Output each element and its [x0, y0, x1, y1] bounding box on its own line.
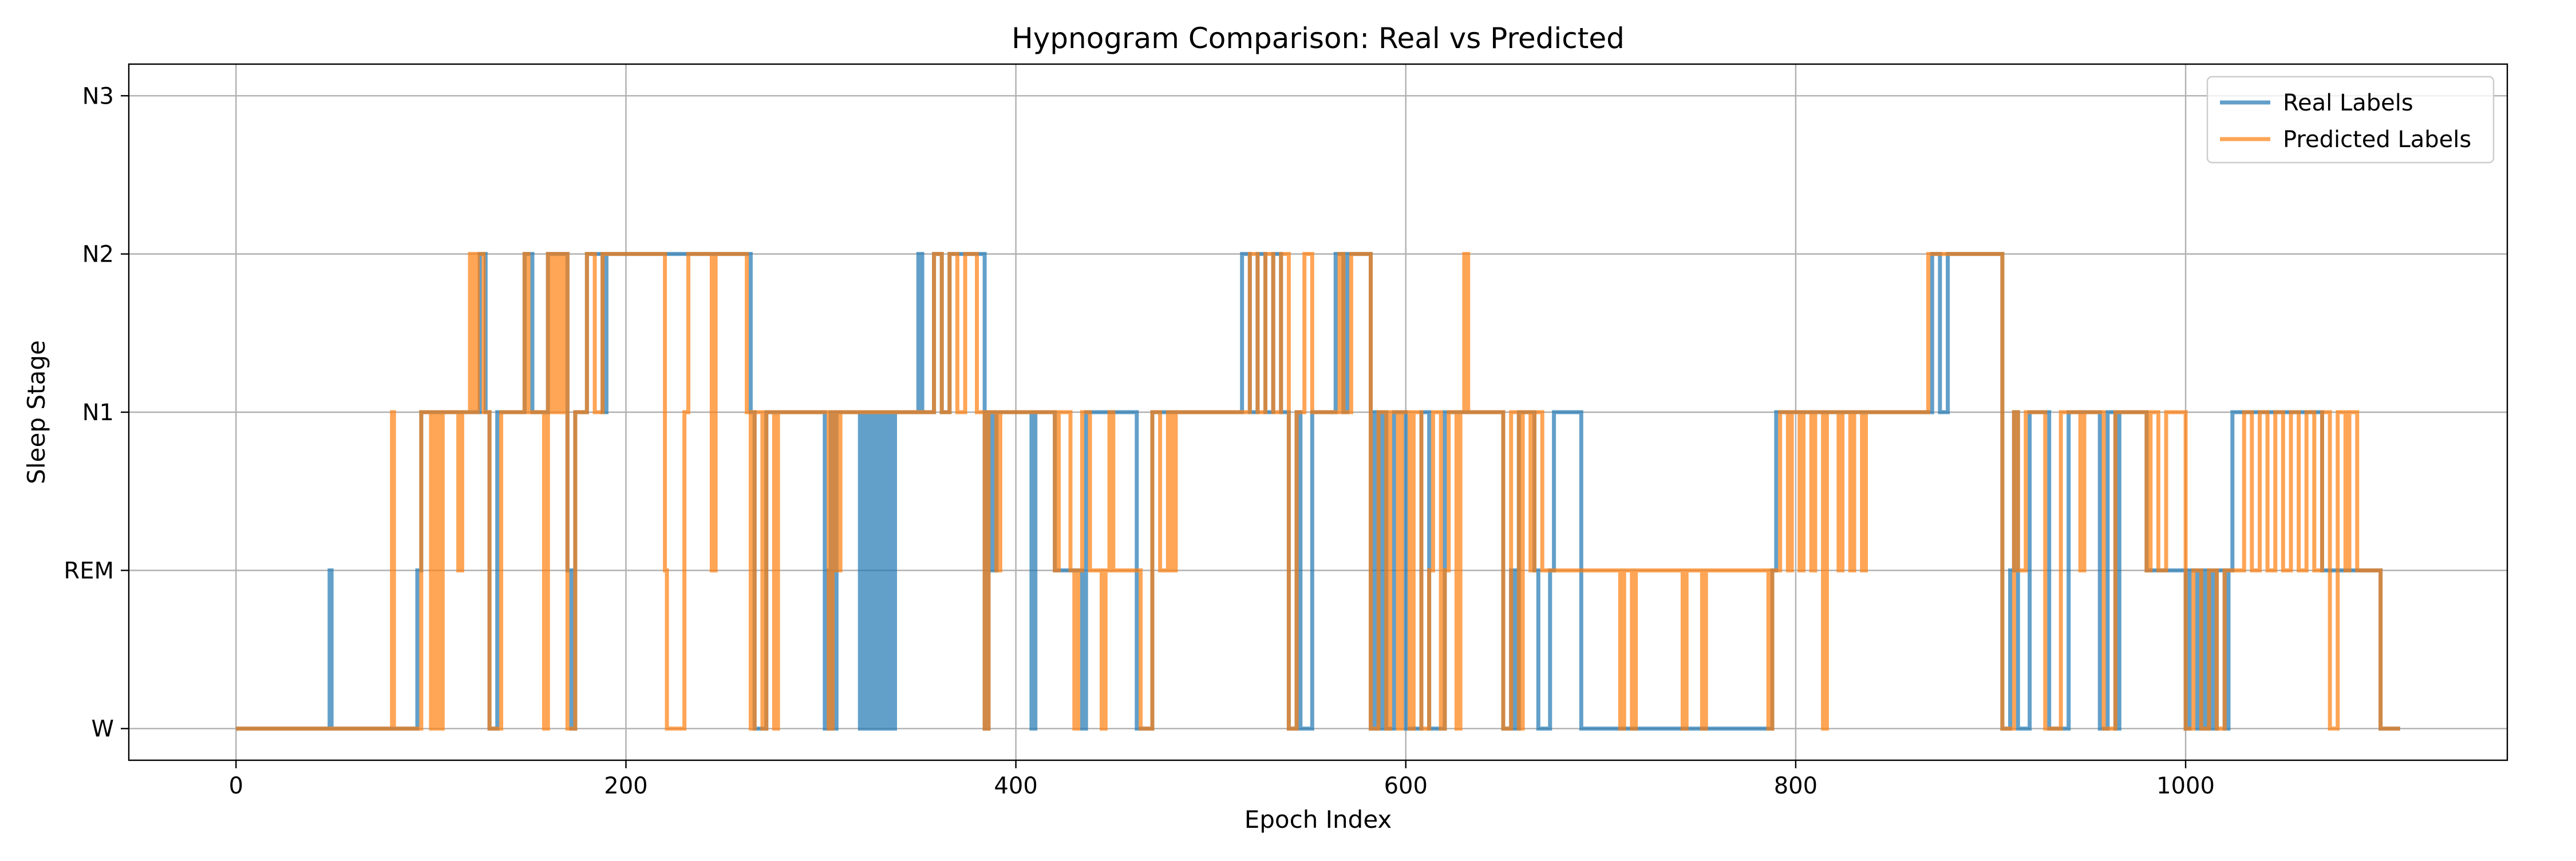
- x-axis-label: Epoch Index: [1244, 805, 1392, 834]
- y-tick-label: N1: [82, 400, 114, 426]
- legend: Real Labels Predicted Labels: [2206, 76, 2495, 164]
- y-axis-label: Sleep Stage: [22, 340, 50, 484]
- chart-title: Hypnogram Comparison: Real vs Predicted: [1012, 22, 1625, 55]
- legend-box: [2206, 76, 2495, 164]
- y-tick-label: REM: [64, 558, 114, 584]
- x-tick-label: 600: [1384, 773, 1428, 799]
- series-layer: [236, 252, 2400, 731]
- series-line-predicted: [236, 252, 2400, 731]
- x-tick-label: 400: [994, 773, 1037, 799]
- y-tick-label: W: [91, 716, 114, 742]
- x-tick-label: 0: [229, 773, 243, 799]
- x-tick-label: 1000: [2156, 773, 2215, 799]
- y-axis-ticks: W REM N1 N2 N3: [64, 83, 129, 742]
- legend-label-predicted: Predicted Labels: [2283, 127, 2471, 153]
- y-tick-label: N2: [82, 242, 114, 268]
- legend-label-real: Real Labels: [2283, 90, 2413, 116]
- x-tick-label: 800: [1774, 773, 1818, 799]
- x-axis-ticks: 0 200 400 600 800 1000: [229, 760, 2215, 799]
- x-tick-label: 200: [604, 773, 647, 799]
- y-tick-label: N3: [82, 83, 114, 109]
